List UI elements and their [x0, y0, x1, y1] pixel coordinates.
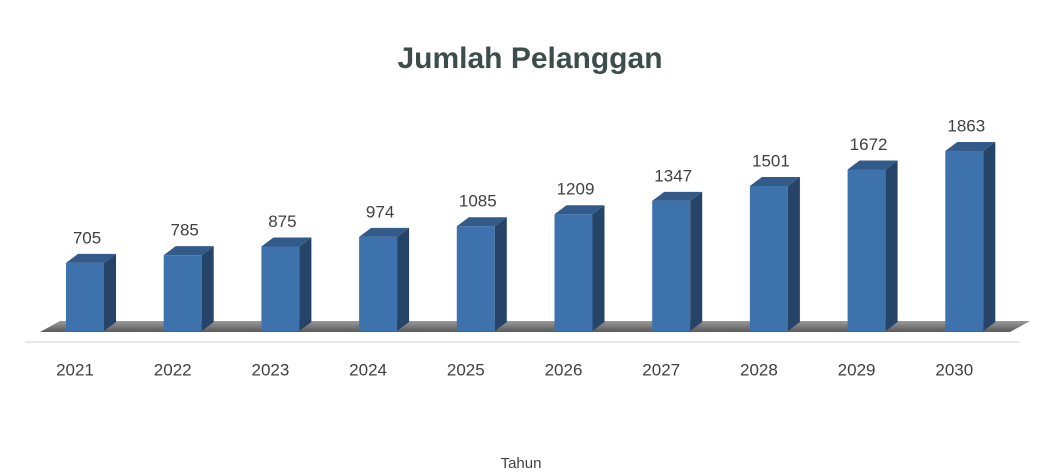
- bar: [652, 191, 703, 331]
- value-label: 1501: [752, 151, 790, 170]
- x-tick-label: 2029: [838, 360, 876, 379]
- x-tick-label: 2028: [740, 360, 778, 379]
- x-tick-label: 2023: [251, 360, 289, 379]
- x-axis-label: Tahun: [501, 455, 542, 472]
- value-label: 875: [268, 212, 296, 231]
- x-tick-label: 2030: [935, 360, 973, 379]
- value-label: 1347: [654, 166, 692, 185]
- bar: [456, 217, 507, 331]
- chart-title: Jumlah Pelanggan: [397, 42, 662, 75]
- bar: [66, 253, 116, 331]
- x-tick-label: 2027: [642, 360, 680, 379]
- bar: [554, 205, 605, 331]
- value-label: 1209: [557, 180, 595, 199]
- bar: [847, 160, 898, 331]
- bar: [163, 246, 214, 331]
- x-tick-label: 2024: [349, 360, 387, 379]
- bar: [945, 142, 996, 331]
- value-label: 785: [171, 221, 199, 240]
- x-tick-label: 2026: [545, 360, 583, 379]
- bar: [261, 237, 312, 331]
- value-label: 705: [73, 228, 101, 247]
- value-label: 974: [366, 202, 394, 221]
- value-label: 1672: [850, 135, 888, 154]
- x-tick-label: 2022: [154, 360, 192, 379]
- bar: [359, 227, 410, 331]
- x-tick-label: 2021: [56, 360, 94, 379]
- value-label: 1085: [459, 192, 497, 211]
- value-label: 1863: [947, 117, 985, 136]
- x-tick-label: 2025: [447, 360, 485, 379]
- bar: [749, 177, 800, 331]
